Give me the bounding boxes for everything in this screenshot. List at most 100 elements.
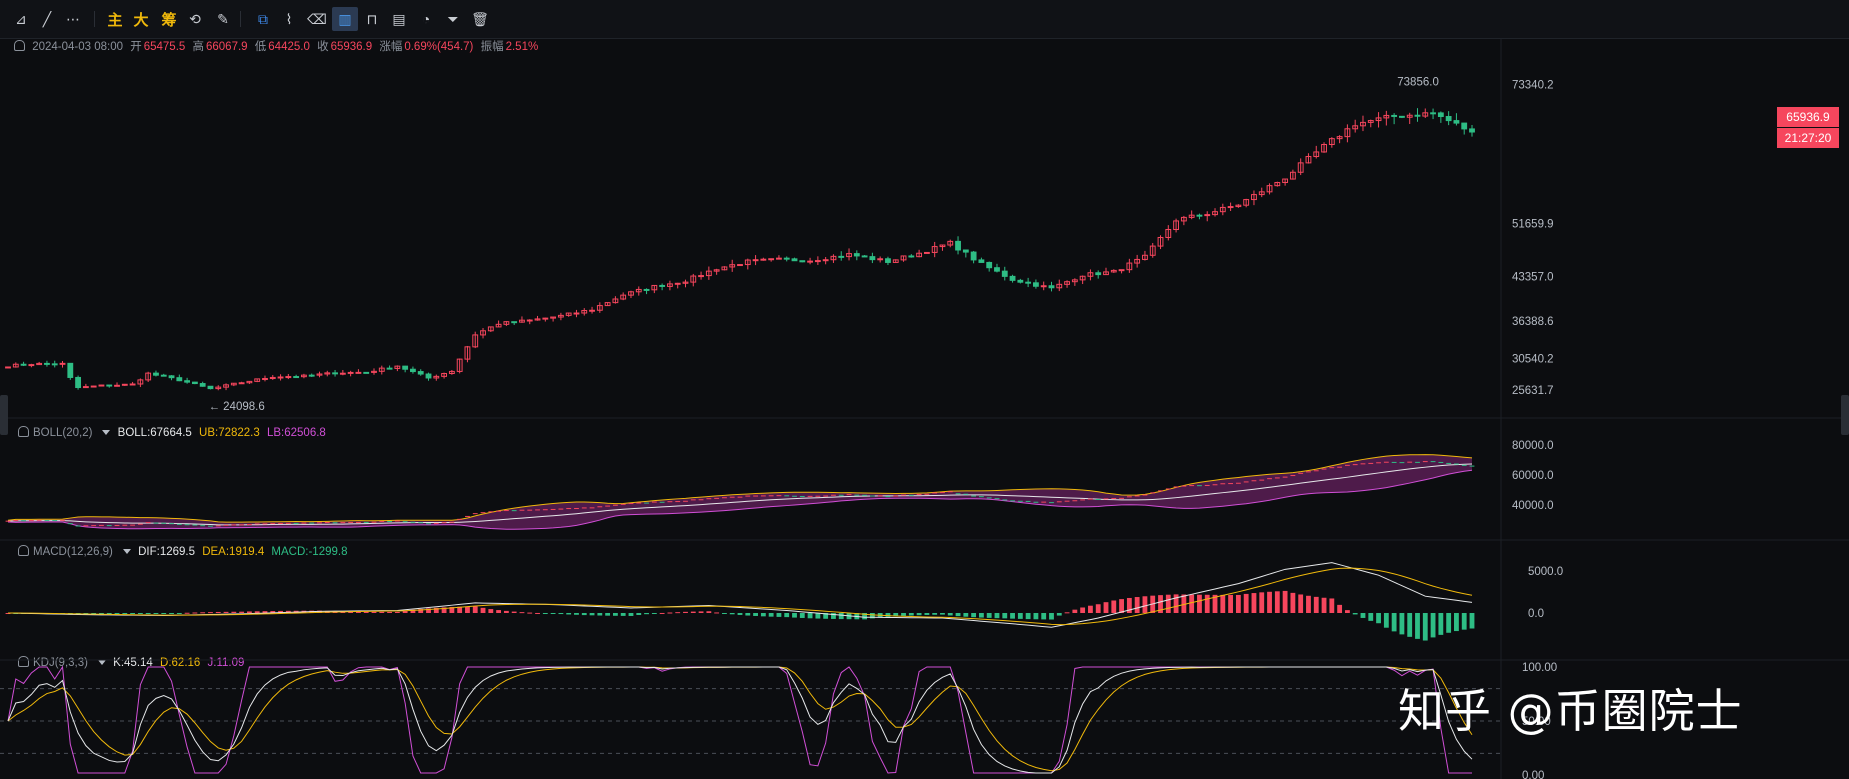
candle-body bbox=[495, 323, 502, 328]
macd-histogram-bar bbox=[1415, 613, 1420, 639]
candle-body bbox=[262, 378, 268, 381]
candle-body bbox=[721, 266, 728, 271]
macd-histogram-bar bbox=[1461, 613, 1467, 630]
macd-histogram-bar bbox=[1111, 600, 1117, 613]
chevron-down-icon[interactable] bbox=[97, 660, 106, 665]
candle-body bbox=[869, 256, 876, 261]
boll-name[interactable]: BOLL(20,2) bbox=[33, 427, 93, 439]
boll-band-fill bbox=[8, 454, 1472, 530]
candle-body bbox=[900, 255, 907, 261]
candle-body bbox=[814, 260, 821, 263]
price-axis-tick: 73340.2 bbox=[1512, 80, 1554, 92]
kdj-axis-tick: 0.00 bbox=[1522, 770, 1544, 779]
macd-histogram-bar bbox=[223, 611, 229, 613]
candle-body bbox=[760, 258, 767, 261]
left-drag-handle[interactable] bbox=[0, 395, 8, 435]
eraser-icon[interactable]: ⌫ bbox=[307, 10, 327, 27]
macd-histogram-bar bbox=[1383, 613, 1389, 628]
chip-distribution-button[interactable]: 筹 bbox=[161, 11, 177, 29]
main-indicator-button[interactable]: 主 bbox=[107, 11, 123, 29]
macd-histogram-bar bbox=[457, 606, 463, 613]
candle-body bbox=[511, 321, 518, 324]
lock-icon[interactable]: ⊓ bbox=[366, 10, 378, 27]
candle-body bbox=[1367, 120, 1374, 123]
macd-histogram-bar bbox=[231, 611, 237, 613]
candle-body bbox=[191, 381, 198, 385]
macd-histogram-bar bbox=[200, 612, 206, 614]
change-label: 涨幅 bbox=[379, 41, 403, 53]
macd-histogram-bar bbox=[1438, 613, 1444, 635]
big-order-button[interactable]: 大 bbox=[133, 11, 149, 29]
macd-histogram-bar bbox=[1072, 609, 1078, 613]
macd-histogram-bar bbox=[1259, 592, 1265, 613]
chevron-down-icon[interactable] bbox=[122, 549, 131, 554]
macd-histogram-bar bbox=[371, 611, 377, 613]
macd-histogram-bar bbox=[1025, 613, 1031, 620]
candle-body bbox=[1017, 279, 1024, 283]
macd-dea-line bbox=[7, 567, 1473, 626]
line-tool-icon[interactable]: ╱ bbox=[42, 10, 52, 27]
macd-histogram-bar bbox=[932, 613, 938, 615]
candle-body bbox=[28, 364, 35, 367]
trend-angle-icon[interactable]: ⊿ bbox=[15, 10, 27, 27]
candle-body bbox=[1266, 185, 1273, 193]
candlestick-chart[interactable]: 73340.2 51659.9 43357.0 36388.6 30540.2 25631… bbox=[0, 38, 1849, 779]
candle-body bbox=[1437, 112, 1444, 118]
refresh-icon[interactable]: ⟲ bbox=[189, 10, 201, 27]
macd-histogram-bar bbox=[550, 613, 556, 614]
candle-body bbox=[838, 255, 845, 258]
bell-icon[interactable] bbox=[18, 545, 29, 556]
candle-body bbox=[628, 291, 634, 296]
candle-body bbox=[1360, 121, 1366, 127]
macd-histogram-bar bbox=[426, 608, 431, 613]
candle-body bbox=[433, 375, 440, 379]
macd-histogram-bar bbox=[1321, 597, 1327, 613]
macd-histogram-bar bbox=[581, 613, 587, 616]
candle-body bbox=[1149, 245, 1156, 256]
macd-histogram-bar bbox=[924, 613, 930, 615]
price-axis-tick: 36388.6 bbox=[1512, 316, 1554, 328]
magnet-icon[interactable]: ◔ bbox=[421, 11, 431, 27]
macd-histogram-bar bbox=[885, 613, 891, 617]
macd-name[interactable]: MACD(12,26,9) bbox=[33, 546, 113, 558]
candle-body bbox=[1087, 272, 1094, 277]
right-drag-handle[interactable] bbox=[1841, 395, 1849, 435]
macd-histogram-bar bbox=[1344, 610, 1350, 613]
macd-histogram-bar bbox=[612, 613, 618, 616]
candles-mode-icon[interactable]: ▥ bbox=[332, 7, 358, 31]
bell-icon[interactable] bbox=[18, 426, 29, 437]
boll-axis-tick: 40000.0 bbox=[1512, 500, 1554, 512]
macd-histogram-bar bbox=[667, 612, 673, 614]
note-icon[interactable]: ▤ bbox=[392, 10, 406, 27]
bell-icon[interactable] bbox=[14, 40, 25, 51]
amp-label: 振幅 bbox=[480, 41, 504, 53]
trash-icon[interactable]: 🗑 bbox=[471, 10, 489, 27]
brush-icon[interactable]: ✎ bbox=[217, 10, 229, 27]
macd-histogram-bar bbox=[940, 613, 945, 615]
macd-histogram-bar bbox=[1142, 596, 1148, 613]
bar-date: 2024-04-03 08:00 bbox=[32, 41, 124, 53]
candle-body bbox=[962, 249, 969, 253]
macd-histogram-bar bbox=[184, 612, 190, 614]
filter-icon[interactable]: ⏷ bbox=[447, 10, 459, 27]
ruler-icon[interactable]: ⌇ bbox=[285, 10, 293, 27]
macd-histogram-bar bbox=[644, 613, 649, 615]
candle-body bbox=[339, 372, 346, 375]
macd-histogram-bar bbox=[1041, 613, 1047, 620]
candle-body bbox=[36, 362, 43, 366]
candle-body bbox=[417, 371, 424, 375]
macd-histogram-bar bbox=[605, 613, 611, 616]
candle-body bbox=[456, 358, 463, 372]
macd-histogram-bar bbox=[1064, 612, 1070, 614]
candle-body bbox=[744, 259, 751, 266]
candle-body bbox=[51, 363, 58, 366]
chevron-down-icon[interactable] bbox=[102, 430, 111, 435]
candle-body bbox=[425, 373, 432, 379]
macd-histogram-bar bbox=[472, 606, 478, 613]
candle-body bbox=[308, 374, 315, 377]
macd-histogram-bar bbox=[1235, 594, 1241, 613]
more-tools-icon[interactable]: ⋯ bbox=[66, 10, 80, 27]
amp-value: 2.51% bbox=[505, 41, 539, 53]
layers-icon[interactable]: ⧉ bbox=[258, 10, 268, 27]
bell-icon[interactable] bbox=[18, 656, 29, 667]
